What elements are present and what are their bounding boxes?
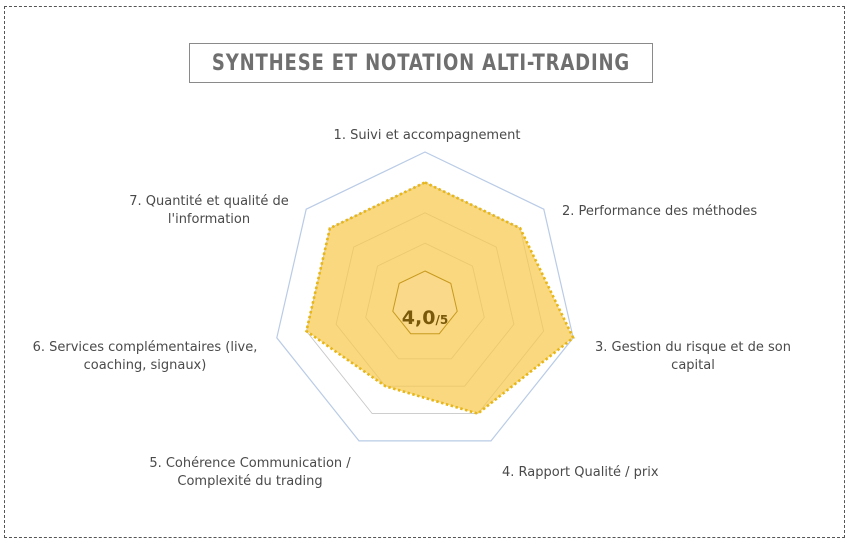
- category-label-1: 1. Suivi et accompagnement: [334, 128, 521, 143]
- category-label-6: 6. Services complémentaires (live, coachi…: [33, 340, 258, 373]
- category-label-7: 7. Quantité et qualité de l'information: [129, 194, 289, 227]
- radar-category-labels: 1. Suivi et accompagnement 2. Performance…: [33, 128, 791, 489]
- score-badge: 4,0/5: [392, 270, 458, 335]
- category-label-3: 3. Gestion du risque et de son capital: [595, 340, 791, 373]
- score-text: 4,0/5: [402, 307, 448, 329]
- category-label-4: 4. Rapport Qualité / prix: [502, 465, 659, 480]
- score-value: 4,0: [402, 307, 436, 329]
- score-badge-shape: [392, 270, 458, 335]
- category-label-2: 2. Performance des méthodes: [562, 204, 757, 219]
- page-title: SYNTHESE ET NOTATION ALTI-TRADING: [211, 50, 631, 76]
- category-label-5: 5. Cohérence Communication / Complexité d…: [149, 456, 351, 489]
- score-scale: /5: [435, 313, 448, 327]
- grid-ring-5: [276, 151, 574, 442]
- title-box: SYNTHESE ET NOTATION ALTI-TRADING: [189, 43, 653, 83]
